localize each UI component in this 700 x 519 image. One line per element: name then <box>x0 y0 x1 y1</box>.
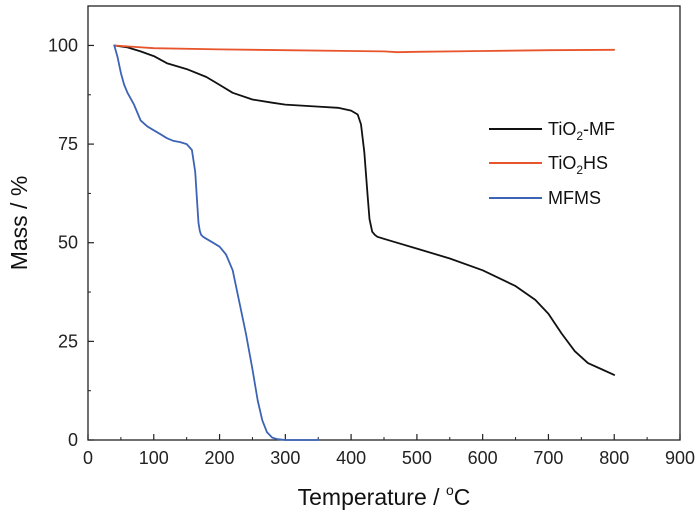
legend-label-tio2hs-rest: HS <box>583 153 608 173</box>
axis-tick-labels: 0 100 200 300 400 500 600 700 800 900 0 25 50 75 100 <box>48 35 695 468</box>
y-tick-label-2: 50 <box>58 233 78 253</box>
plot-frame <box>87 5 681 441</box>
x-tick-label-8: 800 <box>599 448 629 468</box>
x-tick-label-0: 0 <box>83 448 93 468</box>
legend-label-tio2hs-base: TiO <box>548 153 576 173</box>
x-tick-label-1: 100 <box>139 448 169 468</box>
y-tick-label-3: 75 <box>58 134 78 154</box>
legend-label-tio2-mf: TiO2-MF <box>548 119 615 143</box>
x-tick-label-3: 300 <box>270 448 300 468</box>
series-line-tio2-mf <box>113 44 616 376</box>
axis-ticks <box>87 44 681 441</box>
legend-label-tio2-mf-sub: 2 <box>576 129 583 143</box>
y-tick-label-4: 100 <box>48 35 78 55</box>
x-axis-title-main: Temperature / <box>298 484 446 510</box>
x-axis-title-sup: o <box>446 482 454 498</box>
x-tick-label-7: 700 <box>533 448 563 468</box>
x-tick-label-9: 900 <box>665 448 695 468</box>
x-axis-title-unit: C <box>454 484 471 510</box>
y-tick-label-1: 25 <box>58 331 78 351</box>
legend: TiO2-MF TiO2HS MFMS <box>489 119 615 208</box>
x-tick-label-5: 500 <box>402 448 432 468</box>
legend-label-mfms: MFMS <box>548 188 601 208</box>
series-line-tio2hs <box>113 44 616 54</box>
x-tick-label-2: 200 <box>205 448 235 468</box>
y-tick-label-0: 0 <box>68 430 78 450</box>
series-line-mfms <box>113 44 320 441</box>
legend-label-tio2hs: TiO2HS <box>548 153 608 177</box>
legend-label-tio2hs-sub: 2 <box>576 163 583 177</box>
x-tick-label-4: 400 <box>336 448 366 468</box>
y-axis-title: Mass / % <box>6 176 32 271</box>
x-axis-title: Temperature / oC <box>298 482 471 510</box>
legend-label-tio2-mf-base: TiO <box>548 119 576 139</box>
legend-label-mfms-base: MFMS <box>548 188 601 208</box>
data-series <box>113 44 616 441</box>
legend-label-tio2-mf-rest: -MF <box>583 119 615 139</box>
x-tick-label-6: 600 <box>468 448 498 468</box>
